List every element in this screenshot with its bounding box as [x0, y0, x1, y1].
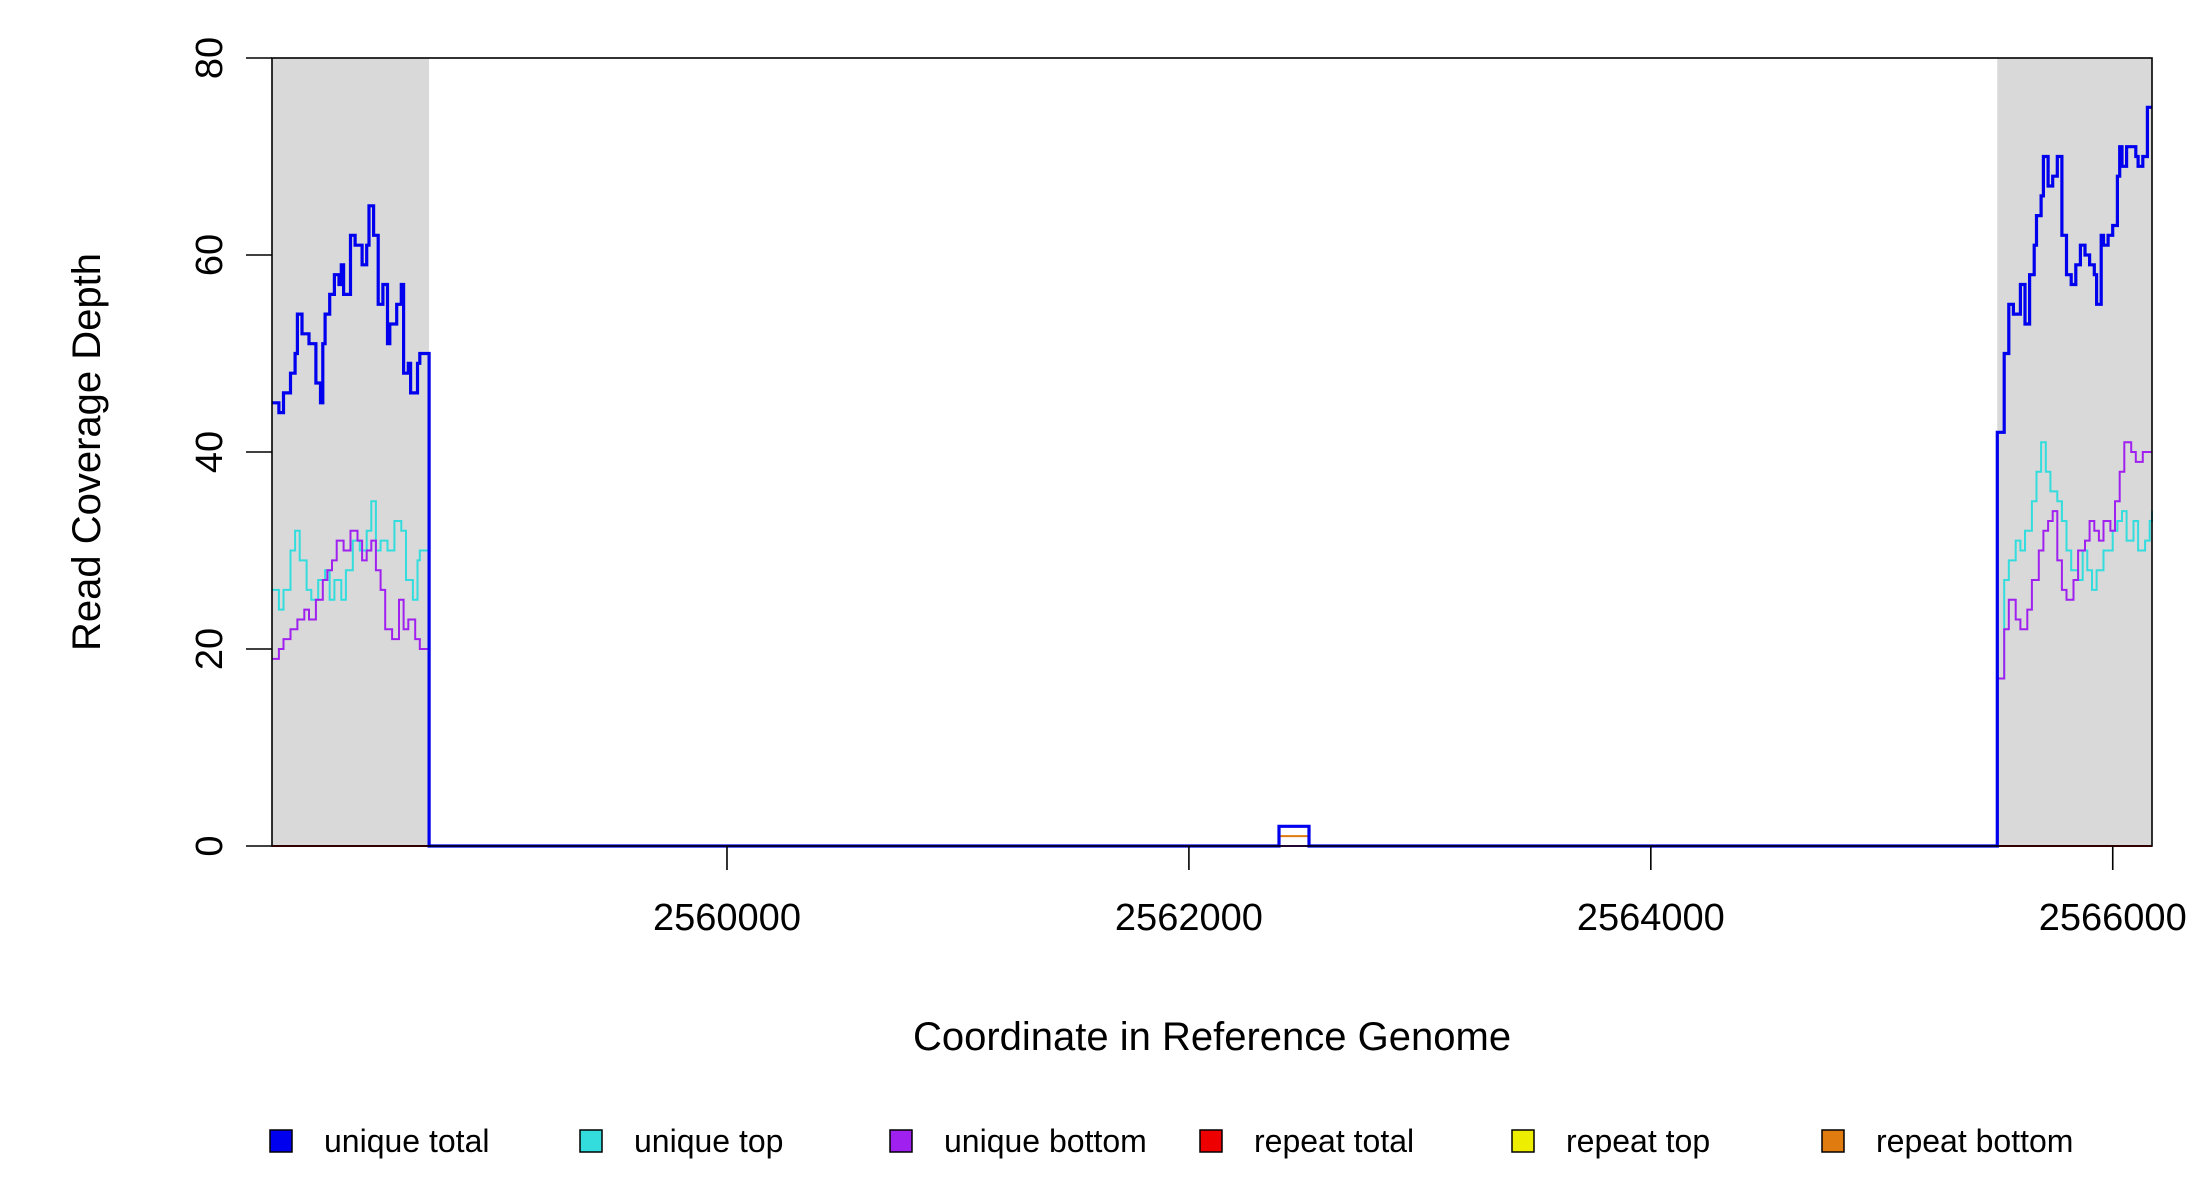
legend-label: repeat top: [1566, 1123, 1710, 1159]
legend-swatch: [1511, 1129, 1535, 1153]
y-tick-label: 40: [189, 431, 231, 473]
y-axis-title: Read Coverage Depth: [65, 253, 109, 651]
legend-label: repeat total: [1254, 1123, 1414, 1159]
x-tick-label: 2560000: [653, 897, 801, 939]
legend-swatch: [269, 1129, 293, 1153]
legend-swatch: [1821, 1129, 1845, 1153]
series-lines: [272, 105, 2153, 848]
legend-item-unique-top: unique top: [579, 1123, 783, 1159]
y-tick-label: 20: [189, 628, 231, 670]
x-tick-label: 2564000: [1577, 897, 1725, 939]
legend-item-repeat-top: repeat top: [1511, 1123, 1710, 1159]
shaded-regions: [272, 58, 2152, 846]
legend: unique total unique top unique bottom repea…: [269, 1123, 2073, 1159]
legend-item-unique-bottom: unique bottom: [889, 1123, 1147, 1159]
shaded-region-1: [272, 58, 430, 846]
x-tick-label: 2562000: [1115, 897, 1263, 939]
legend-swatch: [889, 1129, 913, 1153]
legend-swatch: [1199, 1129, 1223, 1153]
y-tick-label: 0: [189, 835, 231, 856]
legend-label: unique bottom: [944, 1123, 1147, 1159]
y-tick-label: 80: [189, 37, 231, 79]
x-axis-title: Coordinate in Reference Genome: [913, 1015, 1511, 1059]
shaded-region-2: [1997, 58, 2152, 846]
legend-label: repeat bottom: [1876, 1123, 2073, 1159]
legend-swatch: [579, 1129, 603, 1153]
axes: 0 20 40 60 80 2560000 2562000 2564000 2566000: [189, 37, 2187, 939]
legend-label: unique total: [324, 1123, 489, 1159]
legend-label: unique top: [634, 1123, 783, 1159]
legend-item-repeat-bottom: repeat bottom: [1821, 1123, 2073, 1159]
legend-item-repeat-total: repeat total: [1199, 1123, 1414, 1159]
x-tick-label: 2566000: [2039, 897, 2187, 939]
series-line-unique-total: [272, 105, 2152, 848]
y-tick-label: 60: [189, 234, 231, 276]
plot-frame: [271, 57, 2153, 847]
legend-item-unique-total: unique total: [269, 1123, 489, 1159]
series-line-unique-top: [272, 441, 2153, 847]
series-line-unique-bottom: [272, 441, 2152, 847]
